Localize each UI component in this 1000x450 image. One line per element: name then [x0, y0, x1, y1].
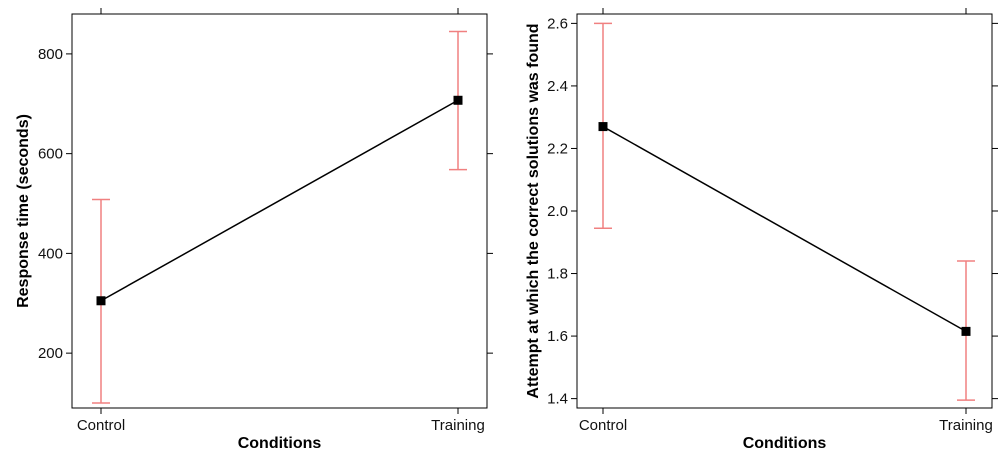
series-line: [100, 99, 459, 302]
y-tick-label: 1.4: [547, 391, 568, 408]
y-tick-label: 2.6: [547, 15, 568, 32]
y-tick-label: 200: [38, 345, 63, 362]
x-tick-label: Training: [939, 417, 993, 434]
y-axis-title: Response time (seconds): [15, 114, 32, 308]
y-tick-label: 800: [38, 46, 63, 63]
y-tick-label: 1.6: [547, 328, 568, 345]
y-tick-label: 2.4: [547, 78, 568, 95]
y-tick-label: 600: [38, 146, 63, 163]
data-point: [961, 326, 971, 336]
response-time-panel: 200 400 600 800 Control Training Conditions R…: [15, 8, 493, 450]
x-tick-label: Training: [431, 417, 485, 434]
x-axis-title: Conditions: [238, 435, 322, 450]
attempt-panel: 1.4 1.6 1.8 2.0 2.2 2.4 2.6 Control Training Con…: [525, 8, 998, 450]
y-axis-title: Attempt at which the correct solutions w…: [525, 23, 542, 398]
data-point: [598, 122, 608, 132]
y-tick-label: 1.8: [547, 266, 568, 283]
plot-frame: [71, 13, 488, 409]
x-axis-title: Conditions: [743, 435, 827, 450]
x-tick-label: Control: [77, 417, 125, 434]
data-point: [453, 95, 463, 105]
x-tick-label: Control: [579, 417, 627, 434]
y-tick-label: 2.0: [547, 203, 568, 220]
y-tick-label: 2.2: [547, 140, 568, 157]
plot-marks: 200 400 600 800 Control Training: [38, 8, 493, 434]
plot-marks: 1.4 1.6 1.8 2.0 2.2 2.4 2.6 Control Training: [547, 8, 998, 434]
data-point: [96, 296, 106, 306]
y-tick-label: 400: [38, 245, 63, 262]
plot-frame: [576, 13, 993, 409]
series-line: [602, 125, 967, 333]
